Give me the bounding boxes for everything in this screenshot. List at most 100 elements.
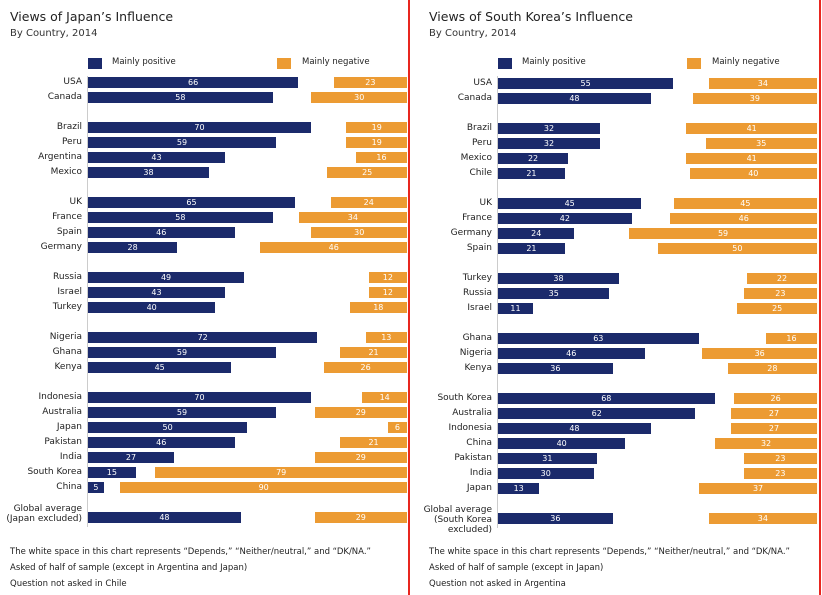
bar-positive: 36 bbox=[498, 363, 613, 374]
country-label: Japan bbox=[56, 422, 82, 432]
legend-swatch-negative bbox=[277, 58, 291, 69]
country-label: Mexico bbox=[460, 153, 492, 163]
bar-negative: 29 bbox=[314, 407, 407, 418]
country-label: Australia bbox=[42, 407, 82, 417]
country-label: Germany bbox=[40, 242, 82, 252]
legend-label-negative: Mainly negative bbox=[302, 57, 370, 67]
baseline-axis bbox=[497, 76, 498, 528]
bar-negative: 32 bbox=[715, 438, 817, 449]
bar-negative: 39 bbox=[692, 93, 817, 104]
bar-positive: 11 bbox=[498, 303, 534, 314]
bar-positive: 46 bbox=[88, 227, 235, 238]
bar-positive: 21 bbox=[498, 168, 565, 179]
country-label: France bbox=[462, 213, 492, 223]
bar-positive: 50 bbox=[88, 422, 248, 433]
footnote: The white space in this chart represents… bbox=[10, 547, 371, 557]
bar-positive: 5 bbox=[88, 482, 104, 493]
country-label: Kenya bbox=[54, 362, 82, 372]
bar-negative: 26 bbox=[324, 362, 407, 373]
chart-title: Views of Japan’s Influence bbox=[10, 9, 174, 24]
country-label: USA bbox=[473, 78, 492, 88]
bar-positive: 59 bbox=[88, 347, 276, 358]
bar-positive: 42 bbox=[498, 213, 632, 224]
country-label: India bbox=[469, 468, 492, 478]
footnote: Question not asked in Argentina bbox=[429, 579, 566, 589]
bar-positive: 15 bbox=[88, 467, 136, 478]
bar-positive: 62 bbox=[498, 408, 696, 419]
country-label: Ghana bbox=[52, 347, 82, 357]
country-label: Spain bbox=[56, 227, 82, 237]
bar-negative: 59 bbox=[629, 228, 817, 239]
bar-positive: 40 bbox=[498, 438, 626, 449]
bar-negative: 40 bbox=[689, 168, 817, 179]
bar-positive: 66 bbox=[88, 77, 299, 88]
bar-positive: 46 bbox=[88, 437, 235, 448]
country-label: Russia bbox=[463, 288, 492, 298]
bar-negative: 25 bbox=[327, 167, 407, 178]
bar-negative: 24 bbox=[330, 197, 407, 208]
bar-negative: 28 bbox=[727, 363, 817, 374]
bar-negative: 35 bbox=[705, 138, 817, 149]
footnote: The white space in this chart represents… bbox=[429, 547, 790, 557]
bar-negative: 22 bbox=[746, 273, 817, 284]
country-label: Indonesia bbox=[38, 392, 82, 402]
panel-divider bbox=[408, 0, 410, 595]
bar-positive: 45 bbox=[88, 362, 232, 373]
legend-swatch-positive bbox=[88, 58, 102, 69]
bar-positive: 27 bbox=[88, 452, 174, 463]
bar-negative: 23 bbox=[743, 453, 817, 464]
bar-positive: 45 bbox=[498, 198, 642, 209]
country-label: Japan bbox=[466, 483, 492, 493]
bar-negative: 29 bbox=[314, 512, 407, 523]
country-label: Mexico bbox=[50, 167, 82, 177]
bar-positive: 65 bbox=[88, 197, 296, 208]
bar-positive: 38 bbox=[498, 273, 620, 284]
country-label: Turkey bbox=[462, 273, 492, 283]
legend-label-positive: Mainly positive bbox=[112, 57, 176, 67]
country-label: Peru bbox=[61, 137, 82, 147]
country-label: Israel bbox=[467, 303, 492, 313]
bar-negative: 34 bbox=[708, 78, 817, 89]
bar-negative: 34 bbox=[298, 212, 407, 223]
bar-negative: 27 bbox=[731, 408, 817, 419]
bar-negative: 6 bbox=[387, 422, 407, 433]
country-label: Brazil bbox=[466, 123, 492, 133]
bar-positive: 48 bbox=[498, 93, 651, 104]
bar-negative: 29 bbox=[314, 452, 407, 463]
bar-negative: 79 bbox=[155, 467, 407, 478]
bar-negative: 23 bbox=[333, 77, 407, 88]
bar-positive: 70 bbox=[88, 122, 311, 133]
chart-title: Views of South Korea’s Influence bbox=[429, 9, 633, 24]
country-label: China bbox=[466, 438, 492, 448]
bar-positive: 43 bbox=[88, 287, 225, 298]
country-label: Canada bbox=[47, 92, 82, 102]
country-label: Argentina bbox=[38, 152, 82, 162]
bar-positive: 55 bbox=[498, 78, 674, 89]
country-label: China bbox=[56, 482, 82, 492]
bar-positive: 38 bbox=[88, 167, 210, 178]
chart-subtitle: By Country, 2014 bbox=[10, 28, 98, 39]
bar-positive: 43 bbox=[88, 152, 225, 163]
country-label: Nigeria bbox=[49, 332, 82, 342]
country-label: Germany bbox=[450, 228, 492, 238]
bar-negative: 19 bbox=[346, 137, 407, 148]
chart-subtitle: By Country, 2014 bbox=[429, 28, 517, 39]
bar-positive: 68 bbox=[498, 393, 715, 404]
bar-positive: 59 bbox=[88, 137, 276, 148]
bar-negative: 41 bbox=[686, 123, 817, 134]
bar-negative: 50 bbox=[657, 243, 817, 254]
country-label: Global average (South Korea excluded) bbox=[423, 505, 492, 535]
bar-positive: 63 bbox=[498, 333, 699, 344]
bar-negative: 30 bbox=[311, 92, 407, 103]
bar-negative: 45 bbox=[673, 198, 817, 209]
bar-negative: 36 bbox=[702, 348, 817, 359]
bar-positive: 13 bbox=[498, 483, 540, 494]
country-label: Ghana bbox=[462, 333, 492, 343]
bar-positive: 24 bbox=[498, 228, 575, 239]
bar-positive: 48 bbox=[88, 512, 241, 523]
country-label: Indonesia bbox=[448, 423, 492, 433]
bar-negative: 34 bbox=[708, 513, 817, 524]
baseline-axis bbox=[87, 76, 88, 527]
bar-positive: 32 bbox=[498, 138, 600, 149]
